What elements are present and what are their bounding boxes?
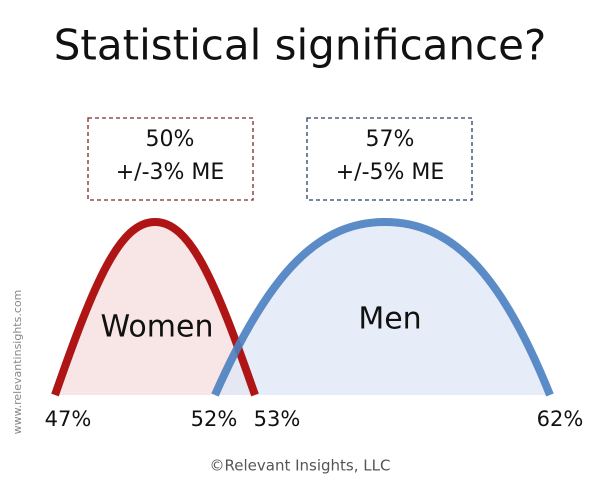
women-curve [51, 217, 259, 397]
women-label: Women [101, 310, 214, 345]
axis-label: 52% [191, 407, 238, 431]
men-box [306, 117, 473, 201]
women-box [87, 117, 254, 201]
men-estimate: 57% [366, 127, 415, 152]
men-label: Men [358, 302, 421, 337]
women-estimate: 50% [146, 127, 195, 152]
women-margin: +/-3% ME [116, 160, 225, 185]
axis-label: 62% [537, 407, 584, 431]
men-margin: +/-5% ME [336, 160, 445, 185]
axis-label: 53% [254, 407, 301, 431]
watermark: www.relevantinsights.com [11, 290, 24, 435]
men-curve [211, 217, 554, 397]
copyright: ©Relevant Insights, LLC [210, 457, 391, 475]
men-area [215, 222, 550, 395]
axis-label: 47% [45, 407, 92, 431]
women-area [55, 222, 255, 395]
title: Statistical significance? [54, 21, 547, 70]
